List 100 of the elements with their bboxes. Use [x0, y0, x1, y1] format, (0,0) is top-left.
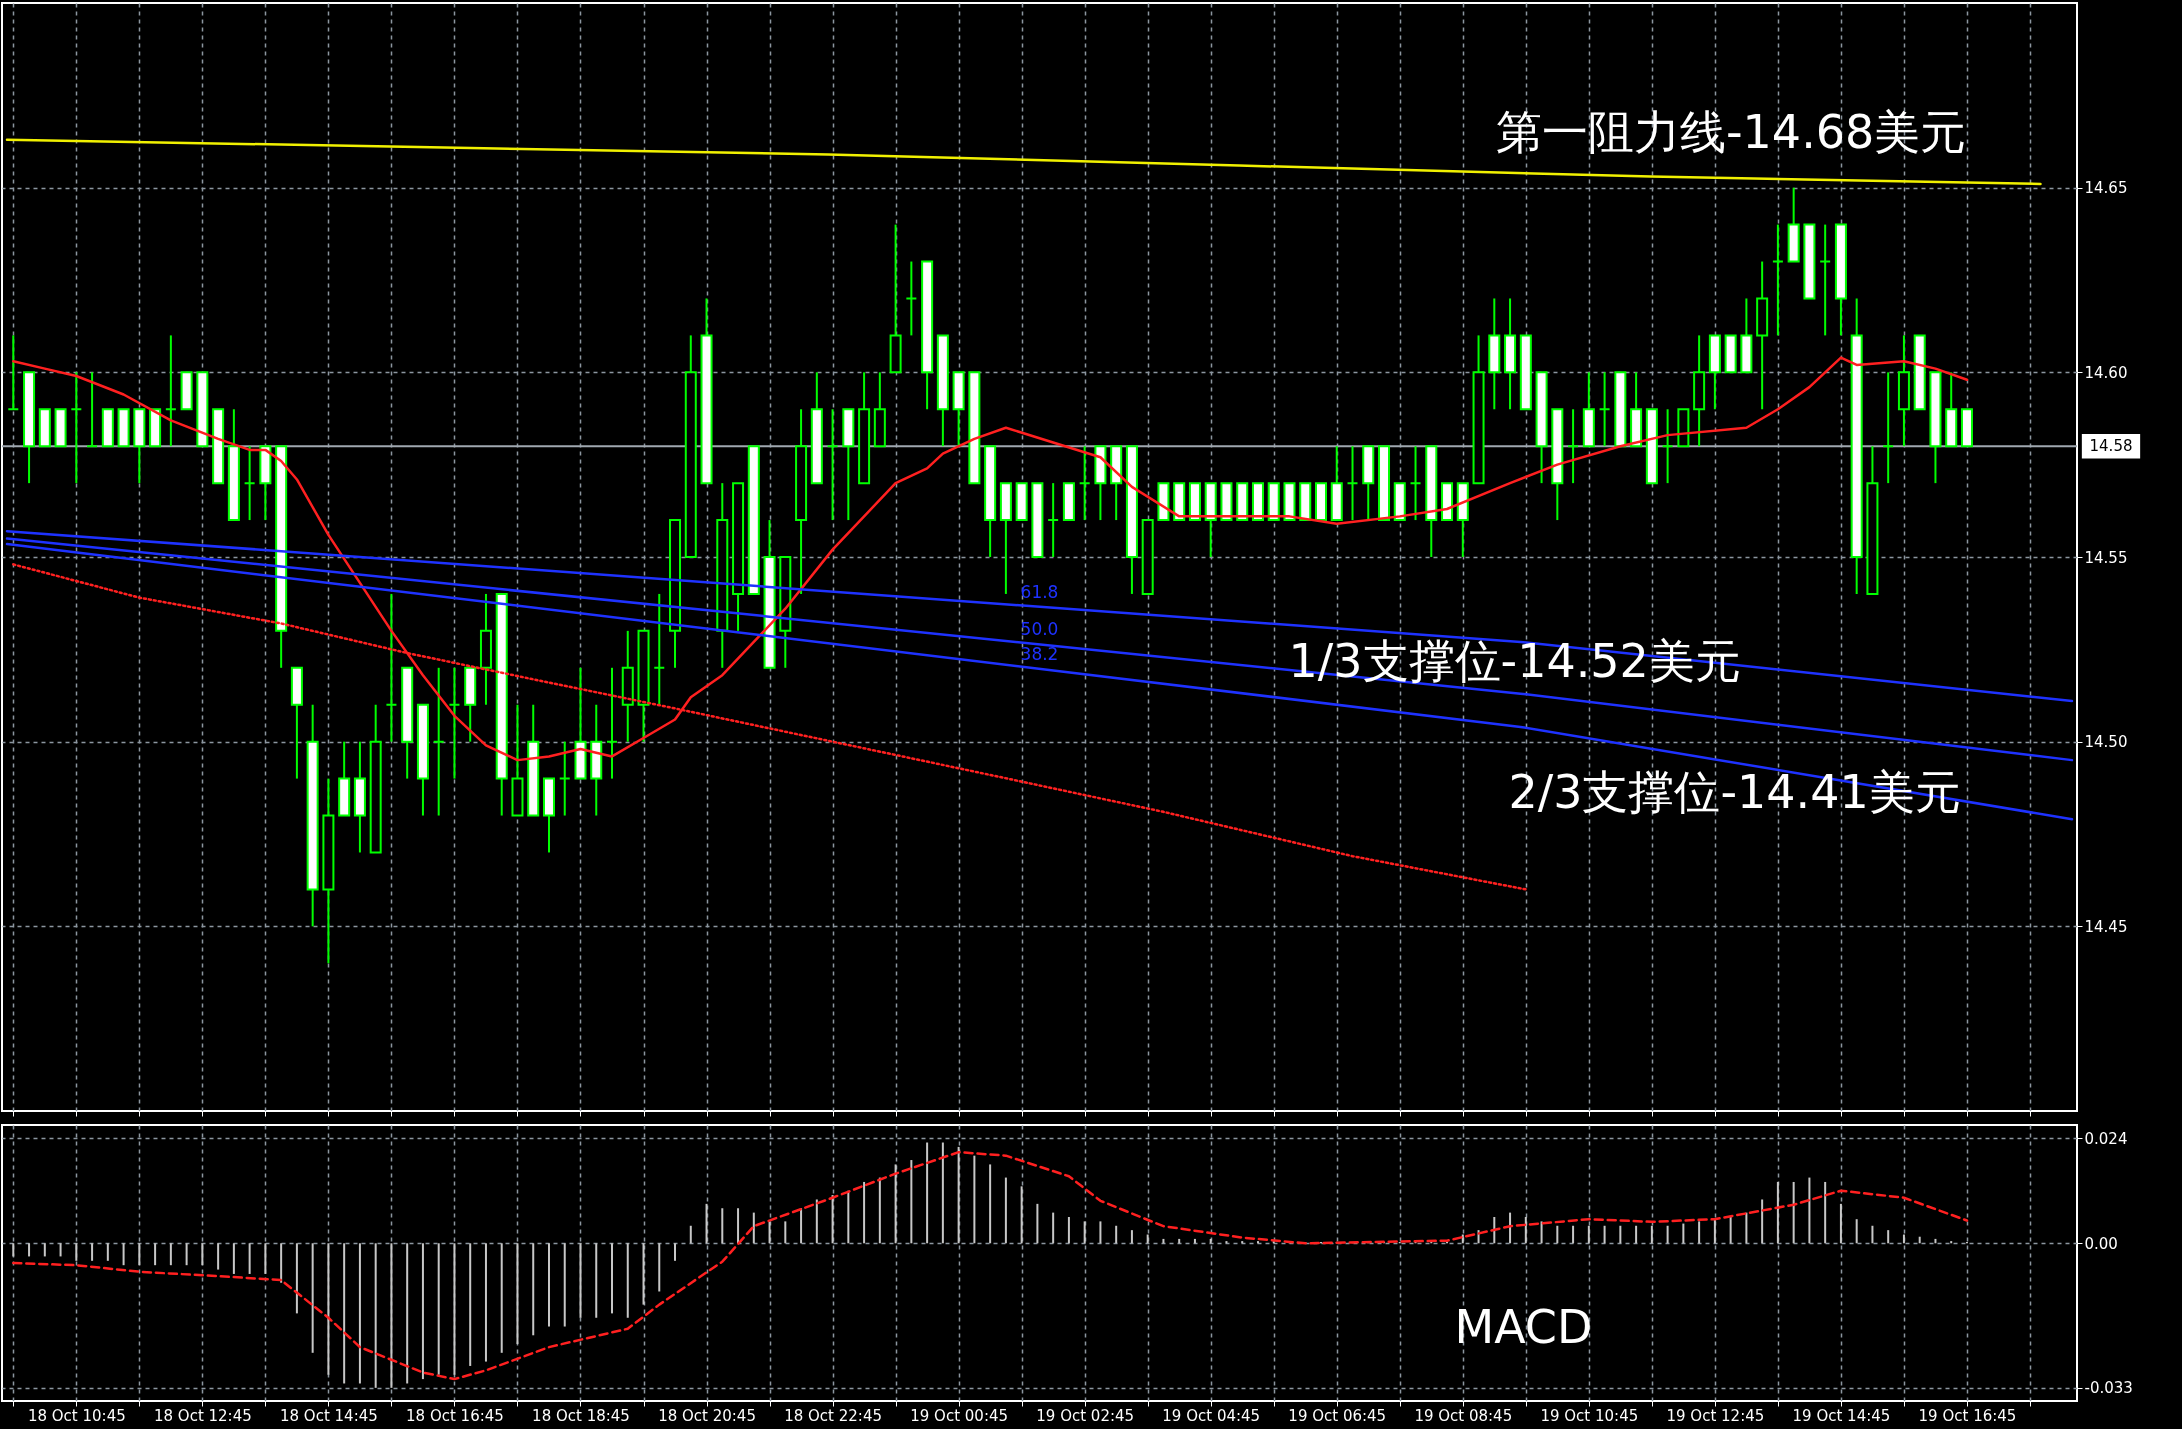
x-tick-label: 19 Oct 14:45	[1792, 1406, 1891, 1425]
bar	[674, 1243, 677, 1261]
series-label: 50.0	[1020, 619, 1059, 640]
x-tick-label: 18 Oct 22:45	[784, 1406, 882, 1425]
bar	[1871, 1225, 1874, 1244]
bar	[1887, 1230, 1890, 1244]
bar	[1839, 1203, 1842, 1244]
bar	[611, 1243, 614, 1314]
bar	[973, 1155, 976, 1244]
y-tick-label: 14.65	[2084, 179, 2128, 198]
candlestick	[1409, 445, 1422, 522]
bar	[1083, 1221, 1086, 1244]
y-tick-label: 0.024	[2084, 1129, 2128, 1148]
bar	[1792, 1181, 1795, 1244]
bar	[217, 1243, 220, 1270]
bar	[59, 1243, 62, 1257]
x-tick-label: 19 Oct 16:45	[1918, 1406, 2017, 1425]
x-tick-label: 19 Oct 12:45	[1666, 1406, 1765, 1425]
candlestick	[448, 666, 461, 780]
bar	[563, 1243, 566, 1327]
bar	[1808, 1177, 1811, 1244]
bar	[1650, 1225, 1653, 1244]
bar	[1241, 1241, 1244, 1244]
bar	[421, 1243, 424, 1380]
bar	[1587, 1225, 1590, 1244]
y-tick-label: 14.45	[2084, 917, 2128, 936]
candlestick	[1047, 482, 1060, 558]
bar	[989, 1164, 992, 1244]
candlestick	[86, 371, 99, 448]
candlestick	[905, 260, 918, 337]
candlestick	[243, 445, 256, 522]
bar	[1556, 1225, 1559, 1244]
bar	[43, 1243, 46, 1257]
x-tick-label: 18 Oct 12:45	[153, 1406, 252, 1425]
bar	[705, 1203, 708, 1244]
bar	[1052, 1212, 1055, 1244]
bar	[595, 1243, 598, 1318]
candlestick	[1882, 371, 1895, 485]
bar	[28, 1243, 31, 1257]
bar	[106, 1243, 109, 1261]
candlestick	[7, 334, 20, 411]
bar	[154, 1243, 157, 1266]
bar	[1603, 1225, 1606, 1244]
bar	[1115, 1225, 1118, 1244]
bar	[138, 1243, 141, 1266]
bar	[327, 1243, 330, 1375]
x-tick-label: 19 Oct 06:45	[1288, 1406, 1387, 1425]
candlestick	[606, 666, 619, 780]
bar	[91, 1243, 94, 1261]
candlestick	[1346, 445, 1359, 522]
y-tick-label: 14.55	[2084, 548, 2128, 567]
x-tick-label: 19 Oct 10:45	[1540, 1406, 1639, 1425]
bar	[1698, 1221, 1701, 1244]
bar	[863, 1181, 866, 1244]
bar	[894, 1164, 897, 1244]
x-tick-label: 19 Oct 00:45	[910, 1406, 1009, 1425]
x-tick-label: 19 Oct 04:45	[1162, 1406, 1261, 1425]
bar	[1225, 1241, 1228, 1244]
bar	[1776, 1181, 1779, 1244]
y-tick-label: 14.60	[2084, 363, 2128, 382]
bar	[1855, 1219, 1858, 1244]
bar	[453, 1243, 456, 1375]
bar	[1036, 1203, 1039, 1244]
bar	[1729, 1217, 1732, 1244]
annotation: 第一阻力线-14.68美元	[1496, 104, 1967, 159]
bar	[626, 1243, 629, 1318]
candlestick	[70, 371, 83, 485]
bar	[406, 1243, 409, 1384]
bar	[484, 1243, 487, 1362]
bar	[1130, 1230, 1133, 1244]
bar	[721, 1208, 724, 1244]
series-label: 38.2	[1020, 643, 1059, 664]
bar	[1004, 1177, 1007, 1244]
y-tick-label: 0.00	[2084, 1234, 2118, 1253]
series-label: 61.8	[1020, 581, 1059, 602]
bar	[532, 1243, 535, 1336]
y-tick-label: -0.033	[2084, 1379, 2133, 1398]
bar	[1666, 1225, 1669, 1244]
bar	[847, 1190, 850, 1244]
bar	[343, 1243, 346, 1384]
bar	[169, 1243, 172, 1266]
bar	[910, 1160, 913, 1244]
x-tick-label: 18 Oct 16:45	[406, 1406, 504, 1425]
x-tick-label: 18 Oct 14:45	[280, 1406, 378, 1425]
bar	[1020, 1186, 1023, 1244]
bar	[642, 1243, 645, 1305]
bar	[232, 1243, 235, 1274]
bar	[800, 1208, 803, 1244]
candlestick	[1598, 371, 1611, 448]
bar	[437, 1243, 440, 1375]
bar	[358, 1243, 361, 1384]
bar	[469, 1243, 472, 1366]
candlestick	[1078, 445, 1091, 522]
candlestick	[432, 666, 445, 817]
bar	[12, 1243, 15, 1257]
bar	[1682, 1223, 1685, 1244]
bar	[1950, 1241, 1953, 1244]
candlestick	[1661, 408, 1674, 485]
bar	[1918, 1236, 1921, 1244]
bar	[815, 1199, 818, 1244]
